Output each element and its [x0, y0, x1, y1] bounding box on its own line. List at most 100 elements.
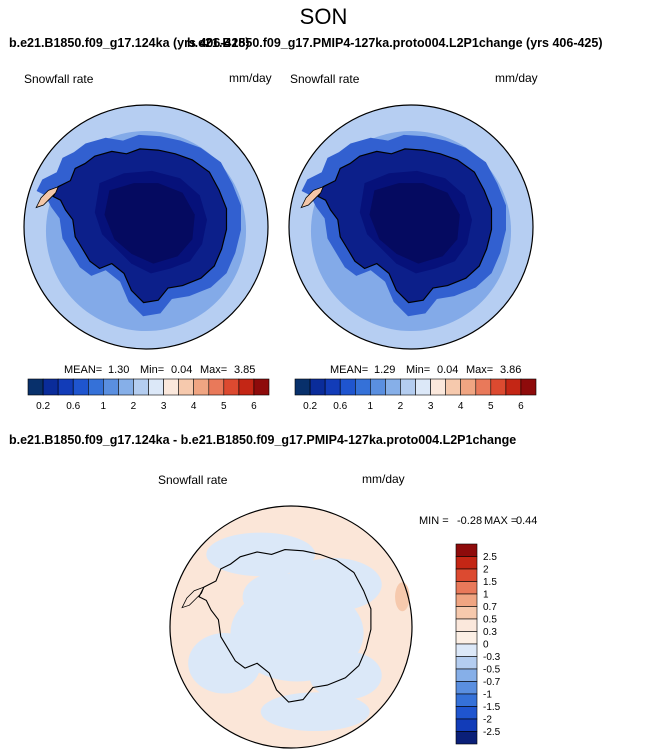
- diff-colorbar-tick: -0.5: [483, 665, 501, 676]
- diff-title: b.e21.B1850.f09_g17.124ka - b.e21.B1850.…: [9, 433, 517, 447]
- diff-colorbar-box: [455, 643, 478, 657]
- right-colorbar-box: [415, 378, 431, 396]
- diff-colorbar-box: [455, 706, 478, 720]
- right-colorbar-box: [400, 378, 416, 396]
- right-colorbar-box: [445, 378, 462, 396]
- left-colorbar-box: [163, 378, 180, 396]
- diff-colorbar-box: [455, 568, 478, 582]
- diff-colorbar-box: [455, 668, 478, 682]
- left-max-value: 3.85: [234, 364, 256, 376]
- diff-colorbar-tick: 0.3: [483, 627, 497, 638]
- diff-colorbar-box: [455, 681, 478, 695]
- right-peninsula: [300, 186, 324, 209]
- left-map-border: [23, 104, 269, 350]
- left-colorbar-box: [178, 378, 195, 396]
- right-colorbar-box: [294, 378, 311, 396]
- case1-title: b.e21.B1850.f09_g17.124ka (yrs 406-425): [9, 36, 250, 50]
- right-colorbar-box: [490, 378, 507, 396]
- left-min-value: 0.04: [171, 364, 193, 376]
- right-colorbar-tick: 2: [398, 401, 404, 412]
- diff-negative-region: [242, 572, 316, 621]
- left-colorbar-box: [42, 378, 59, 396]
- left-colorbar-box: [72, 378, 89, 396]
- diff-colorbar-tick: -0.7: [483, 677, 501, 688]
- left-inner-plateau: [104, 183, 195, 264]
- left-colorbar-box: [133, 378, 149, 396]
- right-colorbar-tick: 1: [368, 401, 374, 412]
- diff-colorbar-tick: -0.3: [483, 652, 501, 663]
- diff-colorbar-tick: 2: [483, 565, 489, 576]
- right-max-label: Max=: [466, 364, 494, 376]
- left-colorbar-tick: 4: [191, 401, 197, 412]
- right-colorbar-box: [460, 378, 477, 396]
- diff-colorbar-box: [455, 618, 478, 632]
- diff-min-label: MIN =: [419, 515, 449, 527]
- left-units-label: mm/day: [229, 71, 272, 85]
- diff-negative-region: [188, 633, 261, 694]
- right-colorbar-box: [520, 378, 537, 396]
- diff-colorbar-box: [455, 593, 478, 607]
- diff-units-label: mm/day: [362, 472, 405, 486]
- diff-max-label: MAX =: [484, 515, 518, 527]
- diff-colorbar-tick: 1.5: [483, 577, 497, 588]
- right-units-label: mm/day: [495, 71, 538, 85]
- left-colorbar-box: [88, 378, 104, 396]
- left-colorbar-tick: 2: [131, 401, 137, 412]
- right-map-border: [288, 104, 534, 350]
- left-colorbar-box: [208, 378, 225, 396]
- diff-colorbar-tick: 0: [483, 640, 489, 651]
- diff-peninsula-outline: [181, 586, 205, 609]
- right-colorbar-box: [309, 378, 326, 396]
- diff-colorbar-box: [455, 581, 478, 595]
- diff-colorbar-tick: 0.7: [483, 602, 497, 613]
- left-colorbar-box: [223, 378, 240, 396]
- right-colorbar-tick: 6: [518, 401, 524, 412]
- right-colorbar-tick: 0.6: [333, 401, 347, 412]
- diff-min-value: -0.28: [457, 515, 483, 527]
- right-colorbar-tick: 5: [488, 401, 494, 412]
- diff-negative-region: [206, 532, 316, 577]
- right-inner-plateau: [369, 183, 460, 264]
- diff-map-border: [169, 505, 413, 749]
- left-colorbar-box: [193, 378, 210, 396]
- diff-colorbar-box: [455, 656, 478, 670]
- diff-colorbar-tick: 0.5: [483, 615, 497, 626]
- right-colorbar-tick: 4: [458, 401, 464, 412]
- left-variable-label: Snowfall rate: [24, 72, 94, 86]
- right-colorbar-tick: 3: [428, 401, 434, 412]
- left-colorbar-tick: 0.6: [66, 401, 80, 412]
- left-colorbar-tick: 3: [161, 401, 167, 412]
- diff-colorbar-tick: -2: [483, 715, 492, 726]
- right-colorbar-box: [430, 378, 447, 396]
- left-colorbar-box: [238, 378, 255, 396]
- left-mean-label: MEAN=: [64, 364, 103, 376]
- diff-coastline: [198, 549, 372, 703]
- diff-colorbar-tick: -2.5: [483, 727, 501, 738]
- diff-positive-edge: [395, 582, 410, 612]
- diff-colorbar-tick: 1: [483, 590, 489, 601]
- left-colorbar-tick: 5: [221, 401, 227, 412]
- right-colorbar-box: [324, 378, 341, 396]
- season-title: SON: [299, 4, 348, 29]
- diff-colorbar-box: [455, 543, 478, 557]
- right-min-value: 0.04: [437, 364, 459, 376]
- right-max-value: 3.86: [500, 364, 522, 376]
- diff-colorbar-box: [455, 731, 478, 745]
- left-mean-value: 1.30: [108, 364, 130, 376]
- right-colorbar-tick: 0.2: [303, 401, 317, 412]
- diff-colorbar-box: [455, 556, 478, 570]
- right-colorbar-box: [354, 378, 371, 396]
- left-colorbar-box: [57, 378, 74, 396]
- left-colorbar-tick: 6: [251, 401, 257, 412]
- left-peninsula: [35, 186, 59, 209]
- left-colorbar-box: [27, 378, 44, 396]
- left-colorbar-tick: 0.2: [36, 401, 50, 412]
- case2-title: b.e21.B1850.f09_g17.PMIP4-127ka.proto004…: [187, 36, 603, 50]
- diff-max-value: 0.44: [516, 515, 538, 527]
- right-variable-label: Snowfall rate: [290, 72, 360, 86]
- right-colorbar-box: [369, 378, 386, 396]
- right-mean-label: MEAN=: [330, 364, 369, 376]
- diff-colorbar-tick: -1.5: [483, 702, 501, 713]
- right-colorbar-box: [339, 378, 356, 396]
